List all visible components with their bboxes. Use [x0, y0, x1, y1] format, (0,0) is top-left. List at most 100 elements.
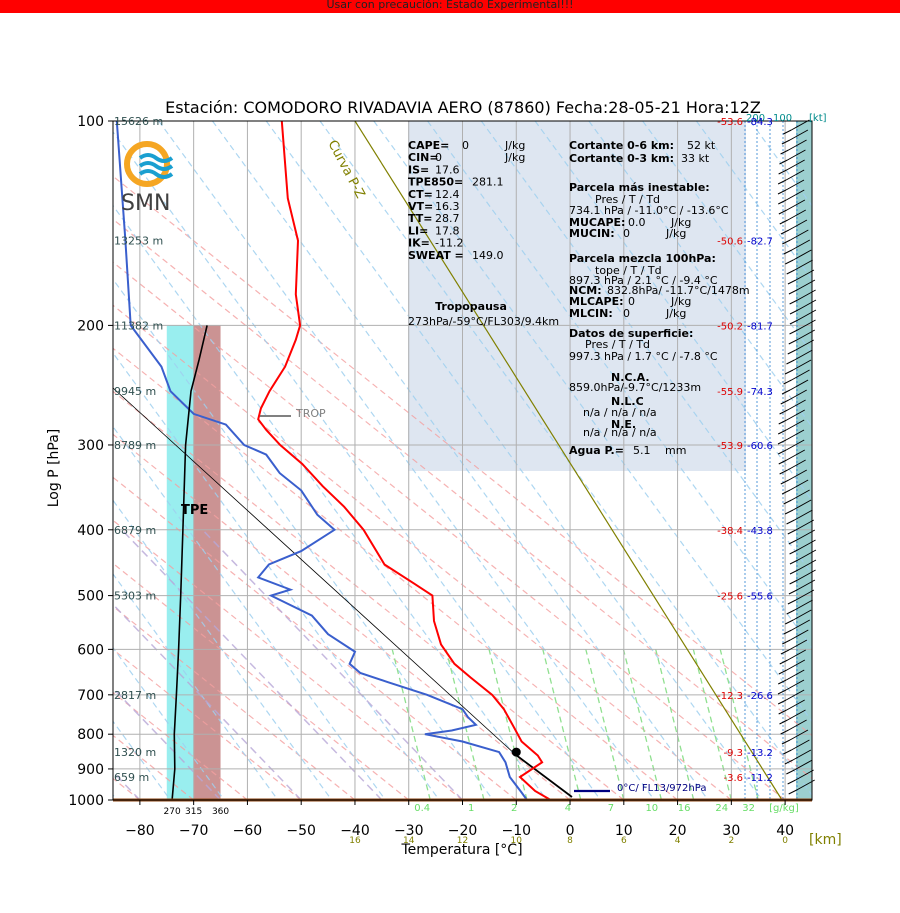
height-label: 5303 m — [114, 590, 156, 603]
dewpoint-line — [115, 121, 528, 801]
wind-barb — [780, 479, 790, 485]
right-dewpoint-label: -74.3 — [747, 387, 773, 398]
dry-adiabat-line — [113, 304, 732, 801]
wind-barb — [777, 429, 787, 435]
cortante-06-key: Cortante 0-6 km: — [569, 139, 674, 152]
wind-barb — [797, 319, 816, 331]
km-tick-label: 8 — [567, 836, 573, 846]
wind-barb — [785, 179, 805, 191]
wind-barb — [783, 749, 792, 755]
height-label: 11382 m — [114, 319, 163, 332]
isotherm-line — [265, 121, 763, 801]
x-tick-label: 10 — [615, 823, 633, 839]
wind-barb — [786, 659, 806, 671]
freezing-level-label: 0°C/ FL13/972hPa — [617, 783, 706, 794]
index-value: 28.7 — [435, 212, 460, 225]
height-label: 6879 m — [114, 524, 156, 537]
wind-barb — [784, 759, 794, 765]
isotherm-line — [113, 646, 225, 801]
wind-barb — [777, 699, 787, 705]
wind-barb — [778, 459, 787, 465]
wind-barb — [781, 139, 791, 145]
wind-barb — [780, 399, 789, 405]
wind-barb — [797, 299, 817, 311]
wind-barb — [797, 539, 816, 551]
moist-adiabat-line — [121, 529, 383, 801]
dry-adiabat-line — [113, 562, 410, 801]
mixing-ratio-label: [g/kg] — [769, 803, 799, 814]
y-tick-label: 400 — [77, 523, 104, 539]
cortante-03-value: 33 kt — [681, 152, 710, 165]
y-tick-label: 800 — [77, 727, 104, 743]
wind-barb — [787, 149, 806, 161]
x-tick-label: −50 — [286, 823, 316, 839]
isotherm-line — [113, 352, 440, 801]
logo-waves — [138, 153, 174, 179]
mas-inestable-values: 734.1 hPa / -11.0°C / -13.6°C — [569, 204, 729, 217]
index-key: IK= — [408, 237, 430, 250]
mas-inestable-title: Parcela más inestable: — [569, 181, 710, 194]
y-tick-label: 200 — [77, 318, 104, 334]
index-unit: J/kg — [504, 139, 525, 152]
smn-logo: SMN — [121, 141, 174, 216]
tropopause-label: TROP — [295, 407, 326, 420]
cortante-03-key: Cortante 0-3 km: — [569, 152, 674, 165]
wind-barb — [788, 639, 808, 651]
wind-barb — [788, 289, 798, 295]
tpe-band-brown — [193, 325, 221, 800]
wind-barb — [778, 669, 788, 675]
dry-adiabat-line — [113, 218, 812, 780]
y-tick-label: 600 — [77, 642, 104, 658]
nca-value: 859.0hPa/-9.7°C/1233m — [569, 381, 701, 394]
index-key: LI= — [408, 224, 428, 237]
wind-barb — [790, 229, 809, 241]
wind-barb — [791, 489, 810, 501]
right-dewpoint-label: -43.8 — [747, 526, 773, 537]
right-dewpoint-label: -60.6 — [747, 441, 773, 452]
wind-barb — [779, 469, 788, 475]
index-value: 16.3 — [435, 200, 460, 213]
wind-barb — [788, 389, 807, 401]
banner-text: Usar con precaución: Estado Experimental… — [326, 0, 574, 11]
wind-barb — [787, 279, 797, 285]
wind-barb — [779, 719, 788, 725]
mezcla-values: 897.3 hPa / 2.1 °C / -9.4 °C — [569, 274, 718, 287]
wind-barb — [783, 129, 792, 135]
right-temp-label: -50.2 — [717, 321, 743, 332]
wind-barb — [783, 499, 792, 505]
moist-adiabat-line — [201, 529, 464, 801]
tropopausa-value: 273hPa/-59°C/FL303/9.4km — [408, 315, 559, 328]
height-label: 2817 m — [114, 689, 156, 702]
wind-barb — [778, 199, 787, 205]
wind-barb — [790, 629, 809, 641]
wind-barb — [789, 319, 799, 325]
wind-barb — [789, 329, 798, 335]
wind-barb — [791, 619, 810, 631]
height-label: 8789 m — [114, 439, 156, 452]
mlcape-value: 0 — [628, 295, 635, 308]
isotherm-line — [158, 121, 655, 801]
wind-barb — [786, 699, 805, 711]
wind-barb — [779, 159, 788, 165]
km-tick-label: 4 — [675, 836, 681, 846]
y-tick-label: 500 — [77, 589, 104, 605]
index-unit: J/kg — [504, 151, 525, 164]
wind-barb — [788, 219, 808, 231]
wind-barb — [797, 309, 817, 321]
wind-barb — [796, 779, 815, 791]
tpe-scale-label: 315 — [185, 807, 202, 817]
wind-barb — [788, 469, 808, 481]
height-label: 15626 m — [114, 115, 163, 128]
isotherm-line — [695, 121, 812, 281]
wind-barb — [785, 439, 805, 451]
wind-barb — [785, 669, 805, 681]
nca-title: N.C.A. — [611, 371, 650, 384]
wind-barb — [780, 729, 789, 735]
dry-adiabat-line — [113, 648, 302, 801]
km-tick-label: 6 — [621, 836, 627, 846]
wind-barb — [797, 549, 817, 561]
wind-barb — [796, 329, 816, 341]
wind-barb — [785, 169, 805, 181]
right-temp-label: -50.6 — [717, 237, 743, 248]
